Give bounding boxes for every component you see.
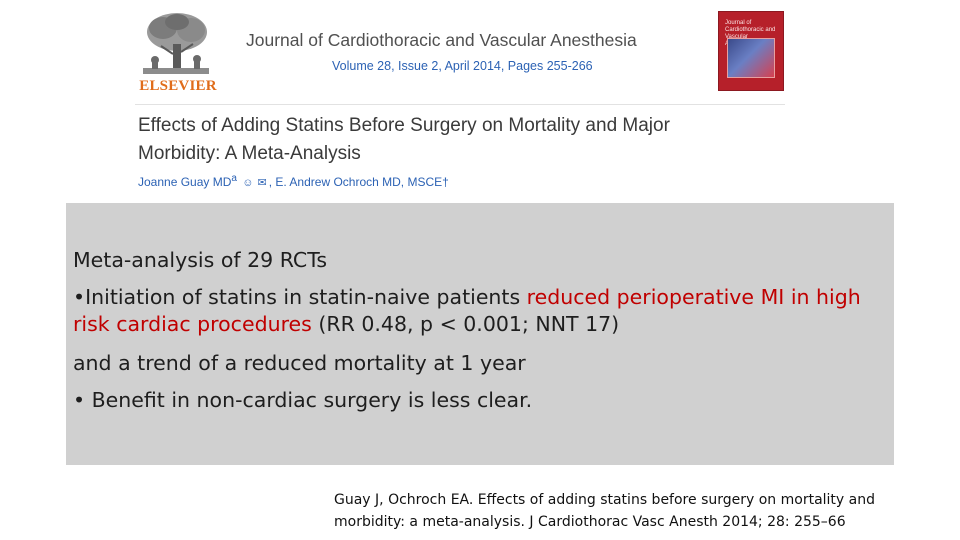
bullet1-prefix: •Initiation of statins in statin-naive p…	[73, 285, 527, 309]
cover-image	[727, 38, 775, 78]
publisher-logo-text: ELSEVIER	[139, 78, 217, 94]
author-link-ochroch[interactable]: , E. Andrew Ochroch MD, MSCE	[268, 175, 443, 189]
summary-box: Meta-analysis of 29 RCTs •Initiation of …	[66, 203, 894, 465]
article-title-line1: Effects of Adding Statins Before Surgery…	[138, 115, 670, 136]
person-icon[interactable]: ☺	[242, 177, 254, 189]
article-title: Effects of Adding Statins Before Surgery…	[138, 112, 798, 168]
journal-title[interactable]: Journal of Cardiothoracic and Vascular A…	[246, 30, 637, 50]
summary-bullet-noncardiac: • Benefit in non-cardiac surgery is less…	[73, 388, 533, 412]
bullet1-suffix: (RR 0.48, p < 0.001; NNT 17)	[311, 312, 620, 336]
summary-line-meta-analysis: Meta-analysis of 29 RCTs	[73, 248, 328, 272]
tree-icon	[137, 10, 215, 78]
journal-issue-link[interactable]: Volume 28, Issue 2, April 2014, Pages 25…	[332, 59, 593, 73]
author-affiliation-mark-2[interactable]: †	[442, 175, 449, 189]
author-link-guay[interactable]: Joanne Guay MD	[138, 175, 232, 189]
summary-text: Meta-analysis of 29 RCTs •Initiation of …	[73, 247, 883, 426]
summary-line-mortality-trend: and a trend of a reduced mortality at 1 …	[73, 351, 526, 375]
journal-header: ELSEVIER Journal of Cardiothoracic and V…	[135, 8, 785, 105]
bullet1-highlight: reduced perioperative MI in high risk ca…	[73, 285, 861, 336]
author-affiliation-mark[interactable]: a	[231, 173, 237, 184]
email-icon[interactable]: ✉	[257, 177, 267, 189]
citation-line1: Guay J, Ochroch EA. Effects of adding st…	[334, 492, 875, 508]
citation-line2: morbidity: a meta-analysis. J Cardiothor…	[334, 514, 846, 530]
author-list: Joanne Guay MDa ☺ ✉, E. Andrew Ochroch MD…	[138, 173, 449, 189]
summary-bullet-initiation: •Initiation of statins in statin-naive p…	[73, 284, 883, 338]
citation: Guay J, Ochroch EA. Effects of adding st…	[334, 489, 960, 533]
article-title-line2: Morbidity: A Meta-Analysis	[138, 143, 361, 164]
elsevier-logo: ELSEVIER	[137, 10, 217, 100]
journal-cover[interactable]: Journal of Cardiothoracic and Vascular A…	[718, 11, 784, 91]
